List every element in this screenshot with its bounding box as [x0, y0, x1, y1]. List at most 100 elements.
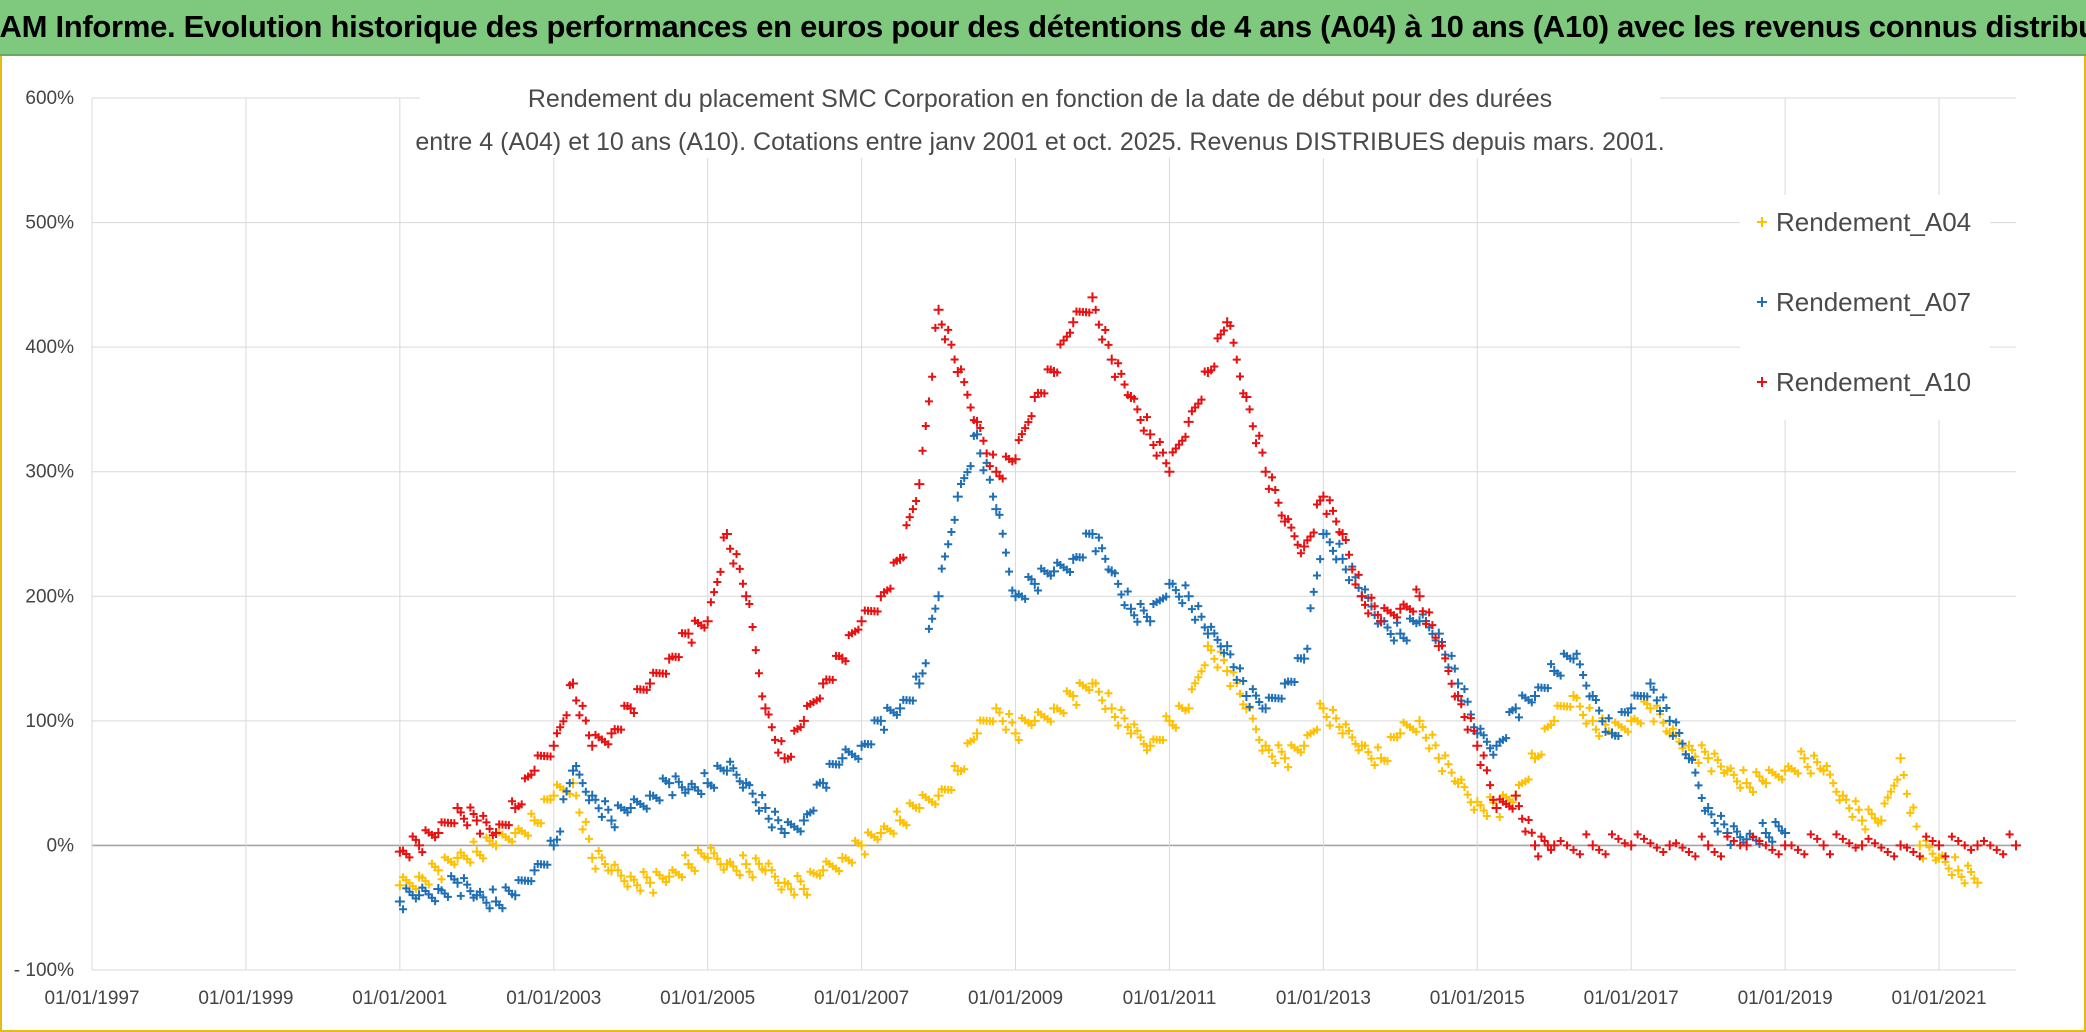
- data-point: [594, 847, 603, 856]
- data-point: [1716, 762, 1725, 771]
- data-point: [979, 466, 988, 475]
- data-point: [581, 787, 590, 796]
- data-point: [617, 725, 626, 734]
- data-point: [690, 866, 699, 875]
- data-point: [1720, 820, 1729, 829]
- data-point: [1087, 529, 1098, 539]
- data-point: [726, 544, 735, 553]
- data-point: [745, 599, 754, 608]
- data-point: [998, 474, 1007, 483]
- data-point: [1826, 850, 1835, 859]
- data-point: [1733, 777, 1742, 786]
- data-point: [1098, 696, 1107, 705]
- data-point: [452, 852, 463, 863]
- data-point: [735, 871, 744, 880]
- data-point: [1373, 743, 1382, 752]
- data-point: [459, 814, 468, 823]
- data-point: [1992, 845, 2001, 854]
- data-point: [466, 887, 475, 896]
- data-point: [1489, 750, 1498, 759]
- data-point: [1758, 819, 1767, 828]
- data-point: [1470, 805, 1479, 814]
- data-point: [1476, 724, 1485, 733]
- data-point: [1290, 678, 1299, 687]
- data-point: [1640, 834, 1649, 843]
- data-point: [835, 866, 844, 875]
- data-points: [394, 292, 2021, 914]
- data-point: [1414, 715, 1425, 726]
- data-point: [1595, 845, 1604, 854]
- data-point: [1909, 848, 1918, 857]
- data-point: [510, 890, 521, 901]
- data-point: [1078, 553, 1087, 562]
- data-point: [1691, 852, 1700, 861]
- data-point: [1694, 781, 1703, 790]
- data-point: [437, 875, 446, 884]
- data-point: [1395, 628, 1406, 639]
- data-point: [1014, 736, 1023, 745]
- data-point: [924, 397, 933, 406]
- data-point: [702, 616, 713, 627]
- data-point: [847, 858, 856, 867]
- data-point: [1130, 611, 1139, 620]
- data-point: [1252, 439, 1261, 448]
- data-point: [1219, 648, 1228, 657]
- data-point: [581, 716, 590, 725]
- data-point: [921, 422, 930, 431]
- data-point: [1787, 841, 1796, 850]
- grid-lines: [91, 97, 2016, 971]
- data-point: [1068, 317, 1079, 328]
- data-point: [1312, 725, 1321, 734]
- data-point: [1818, 765, 1829, 776]
- data-point: [629, 709, 638, 718]
- data-point: [1142, 413, 1151, 422]
- data-point: [639, 867, 648, 876]
- data-point: [1207, 646, 1216, 655]
- data-point: [466, 858, 475, 867]
- data-point: [1826, 770, 1835, 779]
- data-point: [1893, 775, 1902, 784]
- data-point: [873, 835, 882, 844]
- data-point: [485, 904, 494, 913]
- data-point: [1595, 706, 1604, 715]
- data-point: [1425, 744, 1434, 753]
- data-point: [1152, 451, 1161, 460]
- data-point: [1664, 715, 1675, 726]
- data-point: [575, 711, 584, 720]
- data-point: [1337, 553, 1348, 564]
- data-point: [1806, 769, 1815, 778]
- data-point: [1376, 616, 1387, 627]
- data-point: [1183, 703, 1194, 714]
- data-point: [1101, 554, 1110, 563]
- data-point: [952, 491, 963, 502]
- data-point: [1123, 722, 1132, 731]
- data-point: [508, 837, 517, 846]
- data-point: [1530, 840, 1540, 851]
- data-point: [1287, 523, 1296, 532]
- data-point: [1620, 839, 1629, 848]
- data-point: [1549, 840, 1560, 851]
- data-point: [606, 815, 617, 826]
- data-point: [1967, 868, 1976, 877]
- data-point: [1068, 690, 1079, 701]
- data-point: [1145, 740, 1156, 751]
- data-point: [529, 865, 540, 876]
- data-point: [1530, 690, 1540, 701]
- data-point: [940, 552, 949, 561]
- data-point: [1591, 695, 1600, 704]
- data-point: [1260, 703, 1271, 714]
- data-point: [1164, 715, 1175, 726]
- data-point: [1117, 705, 1126, 714]
- data-point: [1299, 653, 1310, 664]
- data-point: [1181, 581, 1190, 590]
- data-point: [476, 887, 485, 896]
- data-point: [1260, 466, 1271, 477]
- data-point: [587, 740, 598, 751]
- data-point: [1053, 368, 1062, 377]
- data-point: [1851, 843, 1860, 852]
- data-point: [1703, 803, 1714, 814]
- data-point: [575, 770, 584, 779]
- data-point: [1928, 837, 1937, 846]
- banner-title: ADAM Informe. Evolution historique des p…: [0, 9, 2086, 44]
